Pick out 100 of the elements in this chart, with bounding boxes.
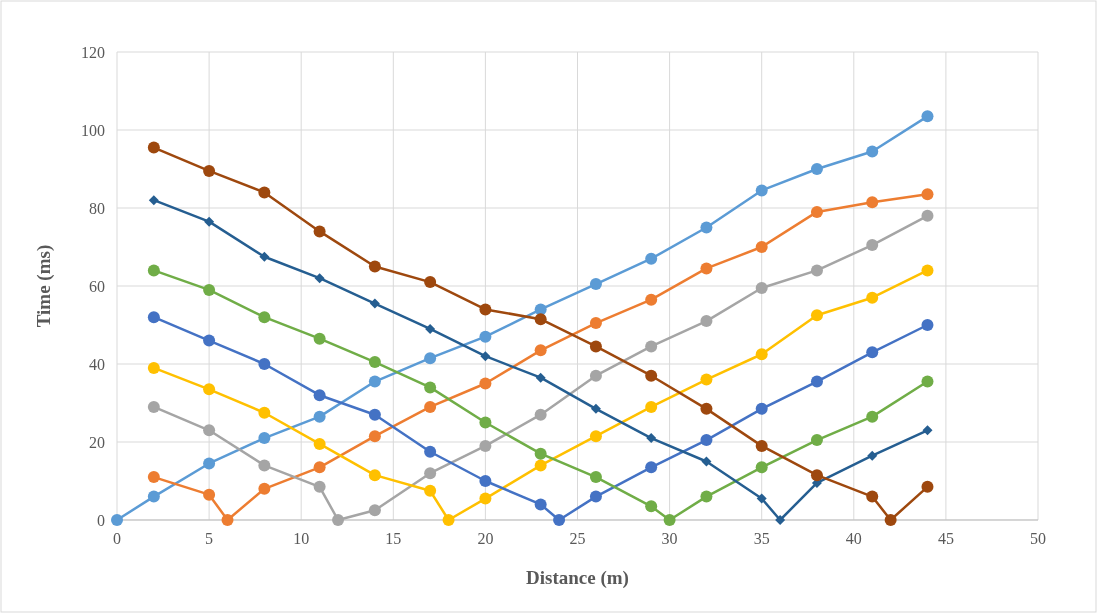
point	[259, 251, 270, 262]
x-tick-label: 40	[845, 530, 862, 547]
point	[479, 303, 492, 316]
point	[553, 514, 566, 526]
point	[866, 196, 879, 209]
point	[755, 348, 768, 361]
point	[866, 346, 879, 359]
point	[921, 188, 934, 201]
point	[700, 373, 713, 386]
point	[258, 432, 271, 445]
point	[921, 319, 934, 331]
point	[775, 515, 786, 525]
x-tick-label: 10	[293, 530, 310, 547]
point	[148, 195, 159, 206]
point	[313, 389, 326, 402]
point	[534, 408, 547, 421]
point	[921, 375, 934, 388]
point	[424, 467, 437, 480]
point	[534, 344, 547, 357]
point	[368, 504, 381, 517]
point	[204, 216, 215, 227]
point	[313, 437, 326, 450]
point	[700, 262, 713, 275]
point	[921, 110, 934, 123]
point	[922, 425, 933, 436]
point	[203, 334, 216, 347]
point	[203, 488, 216, 501]
point	[147, 141, 160, 154]
y-tick-label: 20	[89, 433, 105, 451]
point	[755, 439, 768, 452]
point	[866, 490, 879, 503]
point	[756, 493, 767, 504]
point	[589, 430, 602, 443]
point	[368, 408, 381, 421]
point	[313, 461, 326, 474]
point	[203, 383, 216, 396]
x-axis-title: Distance (m)	[526, 567, 629, 589]
point	[313, 480, 326, 493]
point	[810, 264, 823, 277]
point	[535, 372, 546, 383]
point	[424, 445, 437, 458]
x-tick-label: 30	[661, 530, 678, 547]
point	[866, 291, 879, 304]
point	[314, 273, 325, 284]
point	[479, 416, 492, 429]
point	[368, 356, 381, 369]
point	[589, 340, 602, 353]
point	[645, 500, 658, 513]
point	[755, 402, 768, 415]
point	[589, 317, 602, 330]
point	[646, 433, 657, 444]
y-axis-title: Time (ms)	[33, 244, 55, 328]
point	[442, 514, 455, 526]
point	[866, 145, 879, 158]
point	[258, 459, 271, 472]
point	[534, 313, 547, 326]
point	[147, 361, 160, 374]
point	[332, 514, 345, 526]
x-tick-label: 5	[205, 530, 214, 547]
point	[810, 434, 823, 447]
point	[645, 461, 658, 474]
point	[258, 186, 271, 199]
x-tick-label: 25	[569, 530, 586, 547]
y-tick-label: 40	[89, 355, 105, 373]
point	[589, 471, 602, 484]
point	[755, 281, 768, 294]
point	[700, 402, 713, 415]
point	[589, 369, 602, 382]
point	[424, 276, 437, 289]
point	[810, 469, 823, 482]
point	[203, 424, 216, 437]
point	[700, 490, 713, 503]
point	[810, 205, 823, 218]
point	[424, 352, 437, 365]
point	[258, 406, 271, 419]
point	[368, 375, 381, 388]
point	[884, 514, 897, 526]
point	[111, 514, 123, 526]
point	[700, 434, 713, 447]
point	[147, 400, 160, 413]
x-tick-label: 15	[385, 530, 402, 547]
point	[755, 184, 768, 197]
point	[147, 490, 160, 503]
point	[866, 239, 879, 252]
x-tick-label: 35	[753, 530, 770, 547]
point	[369, 298, 380, 309]
point	[810, 309, 823, 322]
point	[589, 278, 602, 291]
point	[480, 351, 491, 362]
point	[534, 459, 547, 472]
point	[479, 439, 492, 452]
point	[534, 447, 547, 460]
point	[663, 514, 676, 526]
point	[867, 450, 878, 461]
point	[590, 403, 601, 414]
point	[313, 332, 326, 345]
point	[425, 323, 436, 334]
point	[147, 471, 160, 484]
point	[479, 475, 492, 487]
point	[368, 469, 381, 482]
